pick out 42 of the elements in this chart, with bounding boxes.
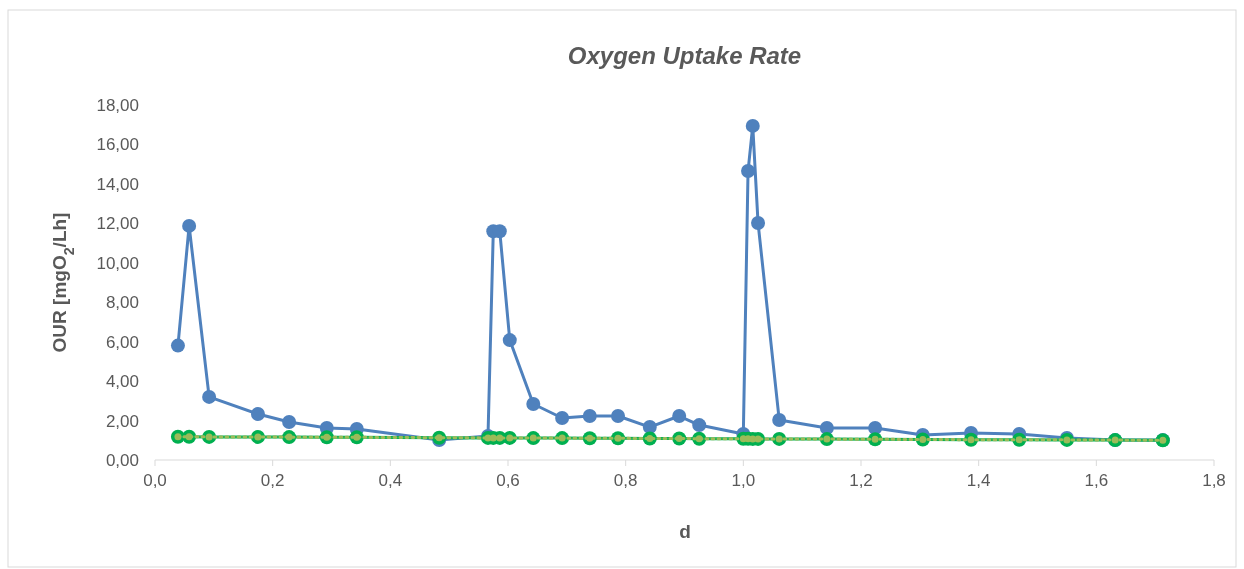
chart-title: Oxygen Uptake Rate xyxy=(567,42,802,69)
x-tick-label: 1,0 xyxy=(731,471,756,490)
y-tick-label: 2,00 xyxy=(105,411,139,431)
point xyxy=(526,396,541,411)
x-tick-label: 0,8 xyxy=(613,471,638,490)
point xyxy=(749,435,757,443)
x-tick-label: 0,6 xyxy=(496,471,520,490)
point xyxy=(170,338,185,353)
point xyxy=(489,434,497,442)
point xyxy=(182,218,197,233)
y-tick-label: 4,00 xyxy=(105,372,139,392)
point xyxy=(741,164,756,179)
y-tick-label: 0,00 xyxy=(105,451,139,470)
point xyxy=(202,389,217,404)
x-tick-label: 0,0 xyxy=(143,471,167,490)
point xyxy=(282,414,297,429)
x-tick-label: 0,2 xyxy=(260,471,285,490)
point xyxy=(642,420,657,435)
point xyxy=(611,409,626,424)
y-tick-label: 10,00 xyxy=(96,253,139,273)
y-tick-label: 16,00 xyxy=(96,135,139,155)
y-tick-label: 6,00 xyxy=(105,332,139,352)
point xyxy=(751,215,766,230)
y-tick-label: 18,00 xyxy=(96,96,139,115)
point xyxy=(868,421,883,436)
point xyxy=(582,409,597,424)
x-tick-label: 1,8 xyxy=(1202,471,1226,490)
point xyxy=(250,407,265,422)
x-axis-title: d xyxy=(679,521,691,542)
y-tick-label: 14,00 xyxy=(96,174,139,194)
x-tick-label: 0,4 xyxy=(378,471,403,490)
point xyxy=(502,333,517,348)
x-tick-label: 1,2 xyxy=(849,471,873,490)
x-tick-label: 1,6 xyxy=(1084,471,1109,490)
y-tick-label: 12,00 xyxy=(96,214,139,234)
point xyxy=(692,418,707,433)
point xyxy=(555,410,570,425)
y-tick-label: 8,00 xyxy=(105,293,139,313)
point xyxy=(672,409,687,424)
point xyxy=(745,118,760,133)
point xyxy=(772,412,787,427)
x-tick-label: 1,4 xyxy=(966,471,991,490)
